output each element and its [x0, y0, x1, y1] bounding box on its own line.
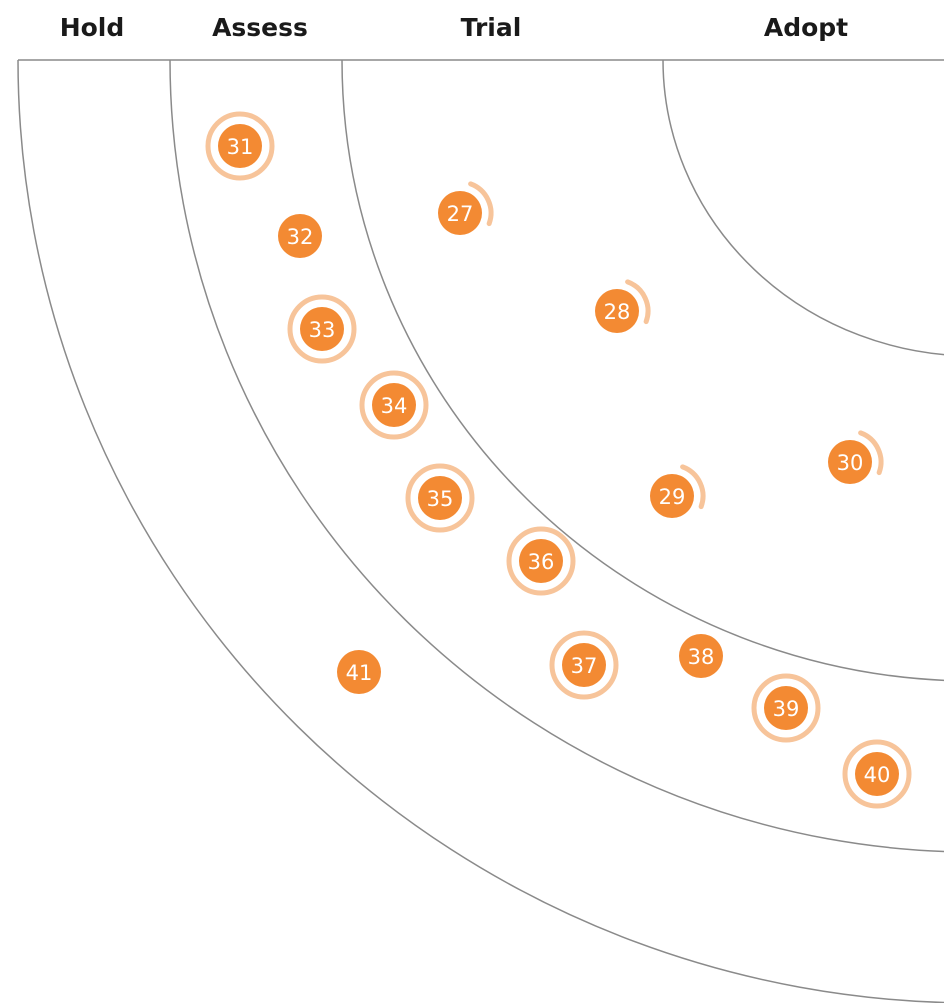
blip-dot [278, 214, 322, 258]
blip-number: 28 [604, 300, 631, 324]
blip-dot [372, 383, 416, 427]
ring-label-assess: Assess [212, 13, 308, 42]
blip-new-ring [506, 526, 576, 596]
ring-arc-trial-outer [341, 59, 944, 681]
blip-37[interactable]: 37 [549, 630, 619, 700]
blip-number: 34 [381, 394, 408, 418]
blip-dot [679, 634, 723, 678]
blip-31[interactable]: 31 [205, 111, 275, 181]
blip-number: 36 [528, 550, 555, 574]
blip-33[interactable]: 33 [287, 294, 357, 364]
ring-arc-hold-outer [17, 59, 944, 1003]
blip-28[interactable]: 28 [595, 279, 657, 333]
blip-number: 33 [309, 318, 336, 342]
blip-dot [562, 643, 606, 687]
blip-change-arc [625, 279, 651, 325]
ring-arcs [17, 59, 944, 1003]
blip-change-arc [468, 181, 494, 227]
blip-new-ring [751, 673, 821, 743]
blip-number: 30 [837, 451, 864, 475]
blip-number: 29 [659, 485, 686, 509]
blip-dot [519, 539, 563, 583]
blip-new-ring [405, 463, 475, 533]
blip-number: 38 [688, 645, 715, 669]
blip-number: 27 [447, 202, 474, 226]
blip-new-ring [842, 739, 912, 809]
blip-change-arc [680, 464, 706, 510]
blip-40[interactable]: 40 [842, 739, 912, 809]
ring-arc-assess-outer [169, 59, 944, 853]
blip-34[interactable]: 34 [359, 370, 429, 440]
blip-number: 31 [227, 135, 254, 159]
blip-38[interactable]: 38 [679, 634, 723, 678]
blip-29[interactable]: 29 [650, 464, 712, 518]
blip-number: 32 [287, 225, 314, 249]
blip-number: 35 [427, 487, 454, 511]
blip-new-ring [549, 630, 619, 700]
blip-number: 39 [773, 697, 800, 721]
blip-32[interactable]: 32 [278, 214, 322, 258]
blip-dot [650, 474, 694, 518]
blip-new-ring [359, 370, 429, 440]
blip-new-ring [205, 111, 275, 181]
blip-dot [337, 650, 381, 694]
blip-35[interactable]: 35 [405, 463, 475, 533]
blip-number: 41 [346, 661, 373, 685]
ring-label-trial: Trial [461, 13, 522, 42]
blip-number: 40 [864, 763, 891, 787]
blip-27[interactable]: 27 [438, 181, 500, 235]
blip-41[interactable]: 41 [337, 650, 381, 694]
ring-arc-adopt-outer [662, 59, 944, 356]
blip-dot [855, 752, 899, 796]
blip-dot [438, 191, 482, 235]
blip-dot [828, 440, 872, 484]
blip-new-ring [287, 294, 357, 364]
ring-label-hold: Hold [60, 13, 125, 42]
blip-dot [218, 124, 262, 168]
blip-dot [300, 307, 344, 351]
blip-change-arc [858, 430, 884, 476]
blip-36[interactable]: 36 [506, 526, 576, 596]
blip-dot [418, 476, 462, 520]
ring-headers: Hold Assess Trial Adopt [60, 13, 848, 42]
blip-dot [595, 289, 639, 333]
blip-30[interactable]: 30 [828, 430, 890, 484]
blips: 27 28 29 30 31 32 33 [205, 111, 912, 809]
ring-label-adopt: Adopt [764, 13, 848, 42]
blip-dot [764, 686, 808, 730]
blip-39[interactable]: 39 [751, 673, 821, 743]
blip-number: 37 [571, 654, 598, 678]
